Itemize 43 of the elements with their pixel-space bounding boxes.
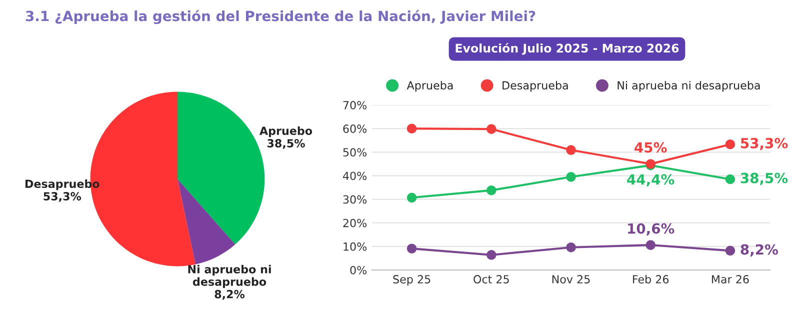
chart-title: Evolución Julio 2025 - Marzo 2026 — [456, 43, 679, 55]
data-label: 10,6% — [628, 223, 674, 236]
data-label: 53,3% — [44, 192, 82, 202]
legend-label: Desaprueba — [502, 80, 568, 92]
y-tick-label: 20% — [343, 218, 367, 228]
point — [566, 242, 576, 252]
point — [566, 145, 576, 155]
data-label: 38,5% — [740, 172, 788, 186]
legend-label: Ni aprueba ni desaprueba — [618, 80, 760, 92]
y-tick-label: 50% — [343, 148, 367, 157]
y-tick-label: 40% — [342, 172, 367, 180]
x-tick-label: Oct 25 — [474, 275, 509, 284]
slice-label: Ni apruebo ni desapruebo — [188, 264, 271, 288]
point — [725, 246, 736, 256]
x-tick-label: Sep 25 — [393, 275, 430, 286]
x-tick-label: Feb 26 — [633, 274, 669, 284]
point — [646, 240, 656, 250]
point — [406, 192, 417, 202]
point — [486, 185, 496, 196]
y-tick-label: 0% — [350, 266, 367, 274]
point — [486, 250, 496, 260]
data-label: 8,2% — [214, 290, 245, 300]
pie-slice — [178, 179, 236, 264]
legend-label: Aprueba — [406, 80, 453, 92]
point — [406, 124, 417, 134]
y-tick-label: 70% — [343, 100, 367, 110]
point — [725, 174, 736, 184]
data-label: 53,3% — [740, 138, 788, 150]
x-tick-label: Nov 25 — [552, 275, 590, 284]
data-label: 44,4% — [627, 174, 674, 186]
x-tick-label: Mar 26 — [712, 275, 749, 284]
point — [566, 172, 576, 182]
y-tick-label: 60% — [343, 124, 367, 133]
slice-label: Apruebo — [260, 126, 312, 138]
point — [406, 244, 417, 254]
point — [725, 140, 736, 150]
data-label: 38,5% — [267, 139, 305, 149]
y-tick-label: 30% — [343, 195, 367, 204]
chart-title: 3.1 ¿Aprueba la gestión del Presidente de la Nación, Javier Milei? — [26, 10, 536, 24]
y-tick-label: 10% — [344, 242, 367, 251]
point — [486, 124, 496, 134]
data-label: 8,2% — [740, 244, 778, 256]
data-label: 45% — [634, 142, 667, 153]
